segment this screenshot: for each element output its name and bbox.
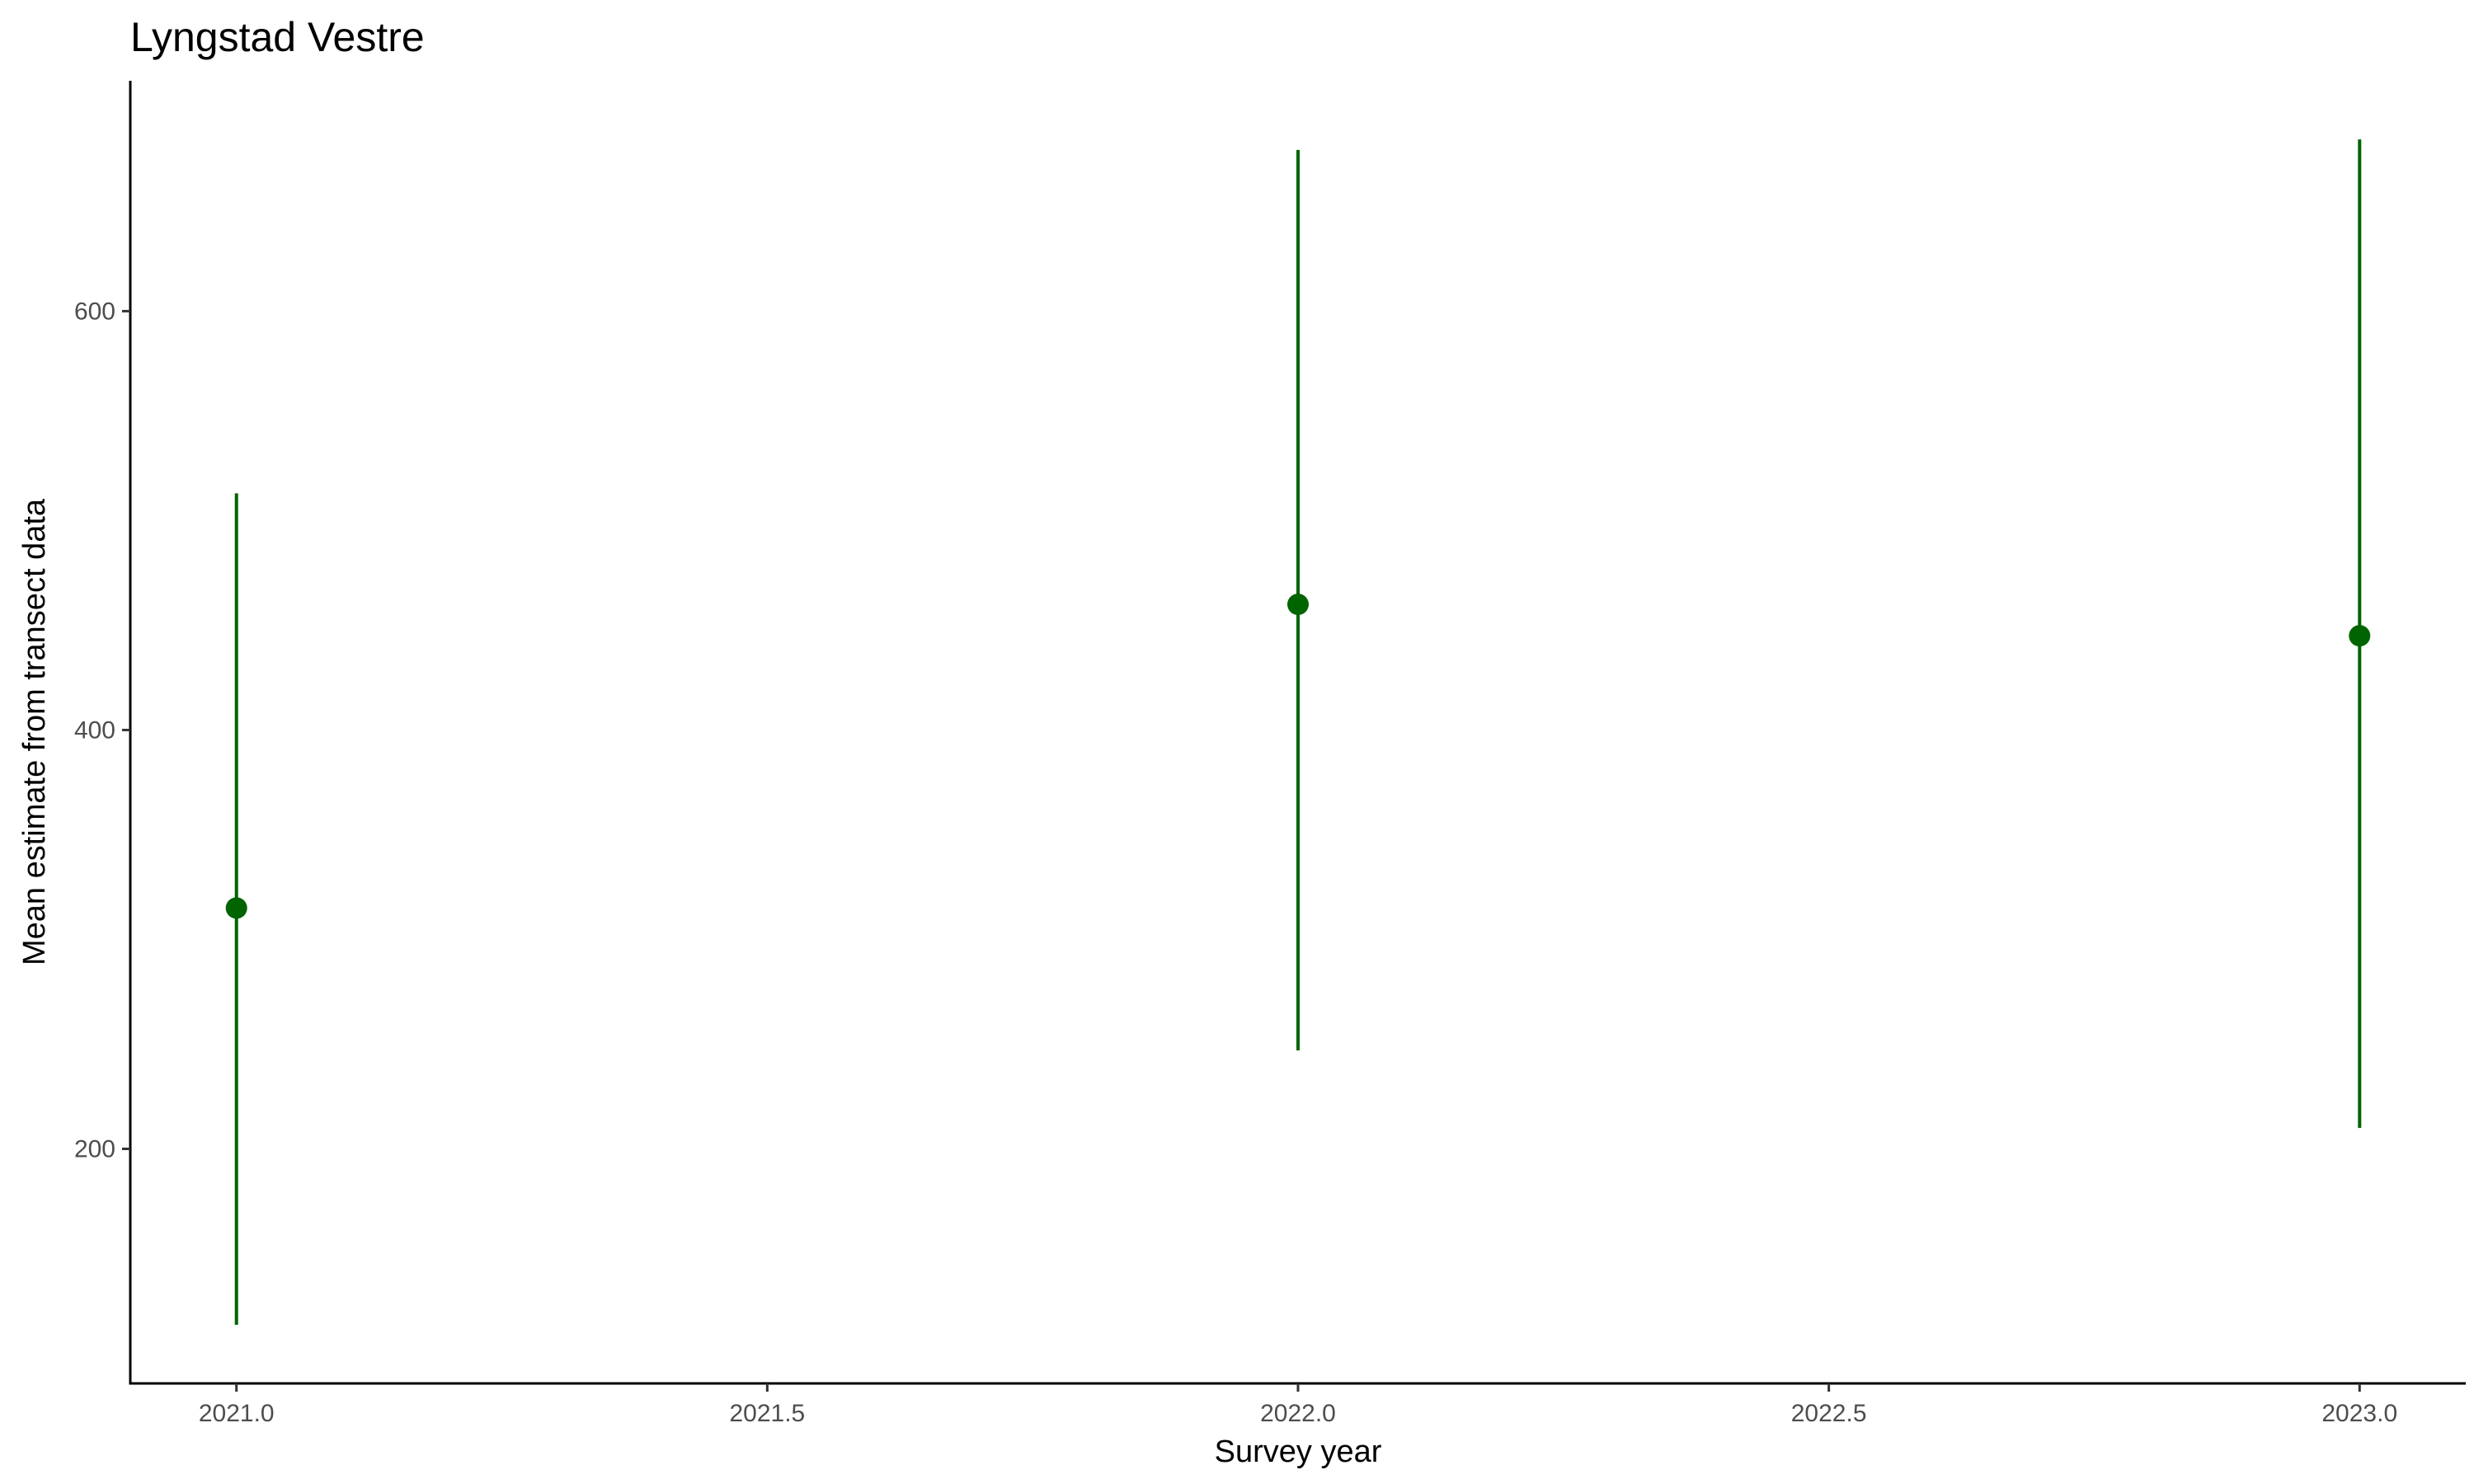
- x-tick-label: 2022.5: [1791, 1400, 1867, 1427]
- x-tick-label: 2022.0: [1260, 1400, 1336, 1427]
- data-point: [2349, 625, 2371, 647]
- x-axis-title: Survey year: [1215, 1435, 1382, 1469]
- data-point: [1287, 594, 1309, 616]
- x-axis-ticks: 2021.0 2021.5 2022.0 2022.5 2023.0: [199, 1383, 2397, 1427]
- y-tick-label: 200: [74, 1135, 115, 1162]
- data-marks: [225, 139, 2371, 1325]
- x-tick-label: 2023.0: [2321, 1400, 2397, 1427]
- data-point: [225, 897, 247, 919]
- x-tick-label: 2021.5: [729, 1400, 805, 1427]
- y-tick-label: 400: [74, 716, 115, 744]
- y-axis-title: Mean estimate from transect data: [17, 498, 52, 965]
- y-axis-ticks: 200 400 600: [74, 298, 130, 1162]
- y-tick-label: 600: [74, 298, 115, 325]
- x-tick-label: 2021.0: [199, 1400, 275, 1427]
- chart-title: Lyngstad Vestre: [130, 14, 425, 60]
